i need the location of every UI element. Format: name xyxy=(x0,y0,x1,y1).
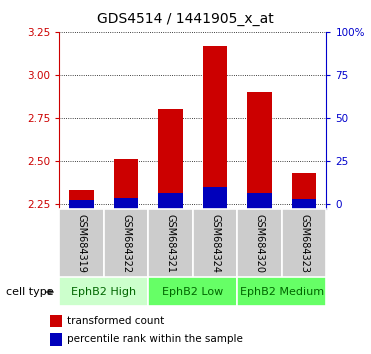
Bar xyxy=(247,193,272,209)
Text: EphB2 High: EphB2 High xyxy=(71,287,137,297)
Bar xyxy=(193,209,237,278)
Bar xyxy=(50,315,62,327)
Bar xyxy=(292,199,316,209)
Bar xyxy=(237,209,282,278)
Text: percentile rank within the sample: percentile rank within the sample xyxy=(67,335,243,344)
Bar xyxy=(114,198,138,209)
Bar xyxy=(158,193,183,209)
Bar xyxy=(203,187,227,209)
Bar xyxy=(69,190,94,209)
Text: EphB2 Medium: EphB2 Medium xyxy=(240,287,324,297)
Text: GSM684319: GSM684319 xyxy=(77,214,86,273)
Text: GSM684323: GSM684323 xyxy=(299,214,309,273)
Bar xyxy=(104,209,148,278)
Bar xyxy=(247,92,272,209)
Text: cell type: cell type xyxy=(6,287,53,297)
Bar xyxy=(148,277,237,306)
Bar xyxy=(50,333,62,346)
Text: GDS4514 / 1441905_x_at: GDS4514 / 1441905_x_at xyxy=(97,12,274,27)
Text: EphB2 Low: EphB2 Low xyxy=(162,287,224,297)
Text: transformed count: transformed count xyxy=(67,316,164,326)
Text: GSM684322: GSM684322 xyxy=(121,214,131,273)
Bar xyxy=(203,46,227,209)
Bar xyxy=(59,277,148,306)
Text: GSM684321: GSM684321 xyxy=(166,214,175,273)
Bar xyxy=(292,173,316,209)
Bar xyxy=(237,277,326,306)
Text: GSM684324: GSM684324 xyxy=(210,214,220,273)
Bar xyxy=(114,159,138,209)
Text: GSM684320: GSM684320 xyxy=(255,214,265,273)
Bar xyxy=(158,109,183,209)
Bar xyxy=(59,209,104,278)
Bar xyxy=(148,209,193,278)
Bar xyxy=(282,209,326,278)
Bar xyxy=(69,200,94,209)
